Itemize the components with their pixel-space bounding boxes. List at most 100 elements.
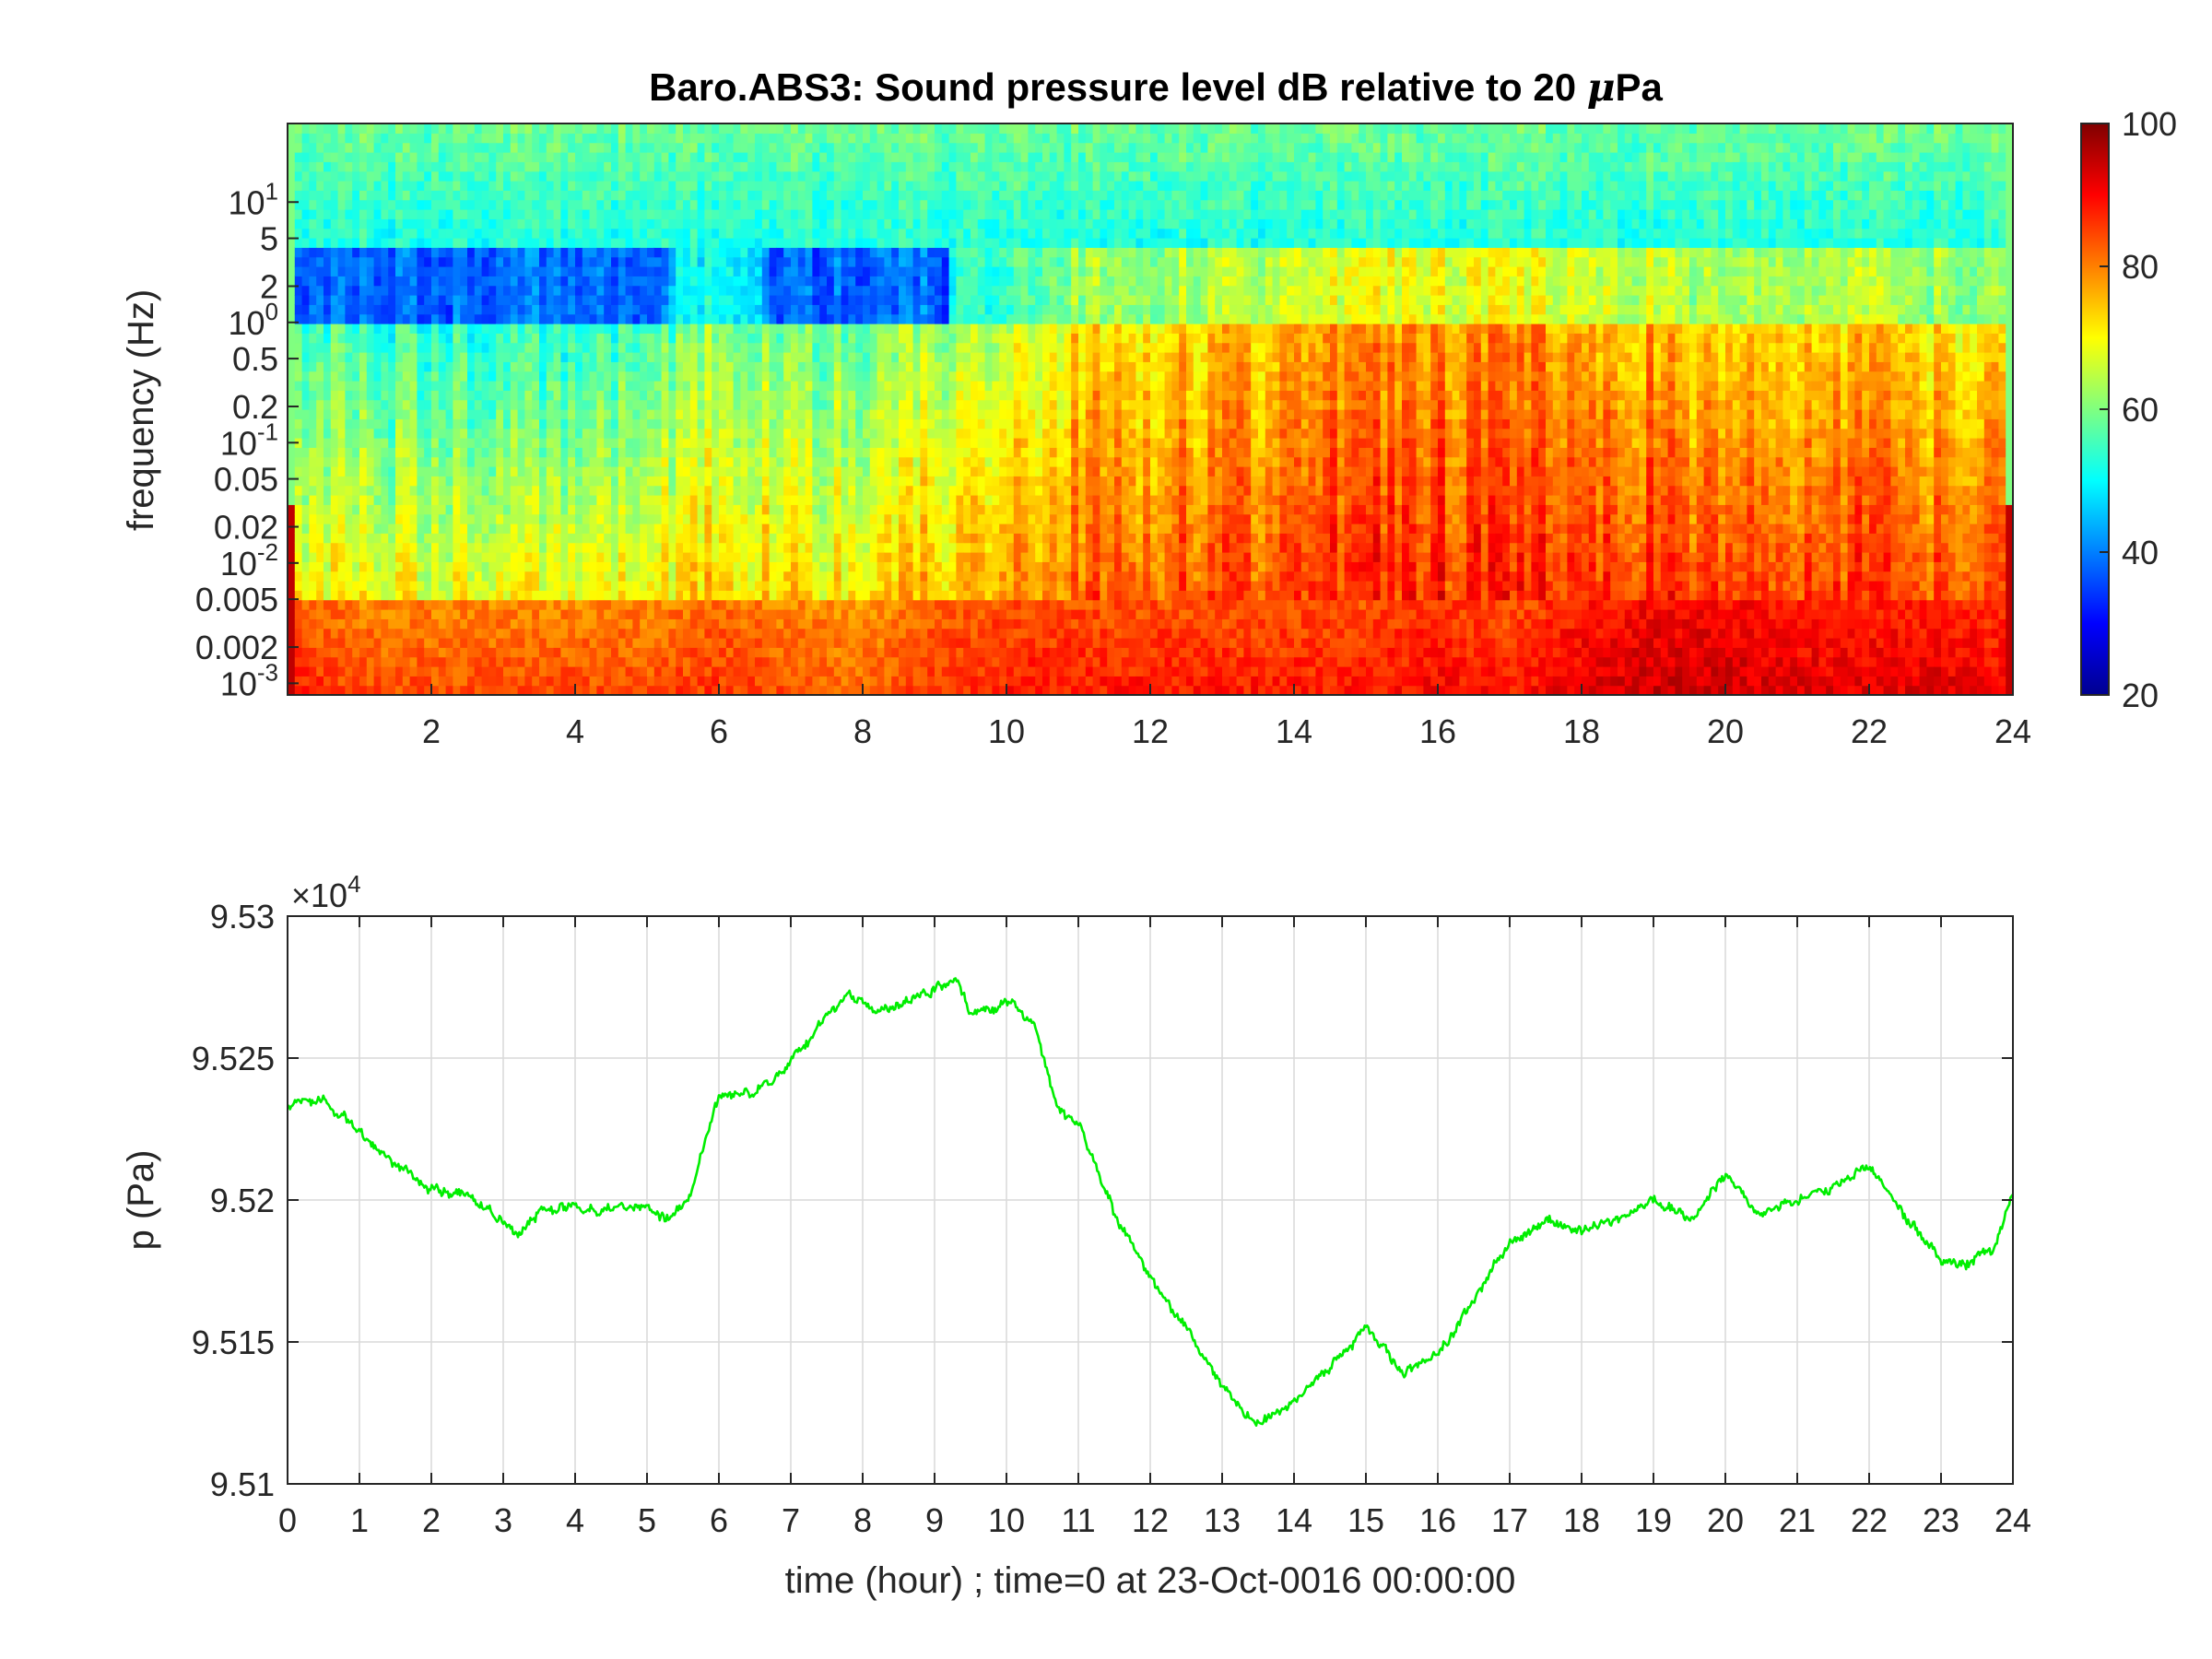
heatmap-cell [725, 428, 735, 439]
heatmap-cell [683, 199, 691, 210]
heatmap-cell [424, 361, 432, 372]
heatmap-cell [747, 361, 756, 372]
heatmap-cell [330, 466, 339, 477]
heatmap-cell [611, 399, 619, 410]
heatmap-cell [546, 352, 555, 362]
heatmap-cell [819, 685, 828, 696]
heatmap-cell [747, 142, 756, 153]
heatmap-cell [783, 618, 792, 629]
heatmap-cell [827, 524, 835, 534]
heatmap-cell [783, 561, 792, 572]
heatmap-cell [453, 133, 461, 144]
heatmap-cell [467, 533, 476, 544]
heatmap-cell [647, 238, 655, 248]
heatmap-cell [783, 218, 792, 229]
heatmap-cell [869, 295, 878, 305]
heatmap-cell [869, 142, 878, 153]
heatmap-cell [797, 390, 806, 401]
heatmap-cell [345, 561, 353, 572]
heatmap-cell [689, 333, 699, 344]
heatmap-cell [719, 466, 727, 477]
heatmap-cell [783, 276, 792, 287]
heatmap-cell [324, 304, 332, 315]
heatmap-cell [460, 552, 468, 562]
heatmap-cell [467, 524, 476, 534]
heatmap-cell [395, 456, 404, 467]
heatmap-cell [301, 447, 310, 458]
heatmap-cell [366, 656, 375, 667]
heatmap-cell [661, 324, 669, 334]
heatmap-cell [725, 142, 735, 153]
heatmap-cell [604, 409, 612, 419]
heatmap-cell [510, 552, 519, 562]
heatmap-cell [869, 495, 878, 505]
heatmap-cell [524, 676, 533, 687]
heatmap-cell [653, 390, 663, 401]
heatmap-cell [431, 161, 440, 172]
heatmap-cell [395, 676, 404, 687]
heatmap-cell [582, 361, 591, 372]
heatmap-cell [827, 495, 835, 505]
heatmap-cell [697, 161, 705, 172]
heatmap-cell [474, 418, 483, 429]
heatmap-cell [359, 313, 368, 324]
heatmap-cell [301, 656, 310, 667]
heatmap-cell [496, 418, 504, 429]
heatmap-cell [827, 390, 835, 401]
heatmap-cell [863, 418, 871, 429]
heatmap-cell [596, 313, 605, 324]
heatmap-cell [481, 495, 489, 505]
heatmap-cell [647, 171, 655, 182]
heatmap-cell [661, 381, 669, 391]
heatmap-cell [553, 209, 561, 219]
heatmap-cell [460, 199, 468, 210]
heatmap-cell [704, 361, 712, 372]
heatmap-cell [819, 199, 828, 210]
heatmap-cell [467, 495, 476, 505]
heatmap-cell [647, 456, 655, 467]
heatmap-cell [453, 304, 461, 315]
heatmap-cell [402, 313, 411, 324]
heatmap-cell [330, 190, 339, 201]
heatmap-cell [409, 256, 418, 267]
heatmap-cell [812, 161, 820, 172]
heatmap-cell [316, 256, 324, 267]
heatmap-cell [704, 676, 712, 687]
heatmap-cell [402, 199, 411, 210]
heatmap-cell [517, 581, 525, 591]
heatmap-cell [733, 581, 741, 591]
heatmap-cell [366, 124, 375, 134]
heatmap-cell [438, 428, 447, 439]
heatmap-cell [517, 647, 525, 658]
heatmap-cell [611, 371, 619, 382]
heatmap-cell [330, 590, 339, 601]
heatmap-cell [395, 190, 404, 201]
heatmap-cell [869, 199, 878, 210]
heatmap-cell [481, 361, 489, 372]
heatmap-cell [324, 628, 332, 639]
heatmap-cell [812, 571, 820, 582]
heatmap-cell [676, 524, 684, 534]
heatmap-cell [596, 552, 605, 562]
heatmap-cell [524, 285, 533, 296]
heatmap-cell [417, 609, 425, 619]
heatmap-cell [359, 504, 368, 515]
heatmap-cell [417, 476, 425, 487]
heatmap-cell [460, 542, 468, 553]
heatmap-cell [683, 524, 691, 534]
heatmap-cell [524, 161, 533, 172]
heatmap-cell [676, 161, 684, 172]
heatmap-cell [733, 571, 741, 582]
heatmap-cell [841, 447, 849, 458]
heatmap-cell [438, 609, 447, 619]
heatmap-cell [481, 438, 489, 448]
heatmap-cell [438, 238, 447, 248]
heatmap-cell [833, 190, 842, 201]
heatmap-cell [704, 428, 712, 439]
heatmap-cell [337, 647, 346, 658]
heatmap-cell [833, 504, 842, 515]
heatmap-cell [294, 599, 303, 610]
heatmap-cell [445, 371, 453, 382]
heatmap-cell [560, 561, 569, 572]
heatmap-cell [309, 352, 317, 362]
